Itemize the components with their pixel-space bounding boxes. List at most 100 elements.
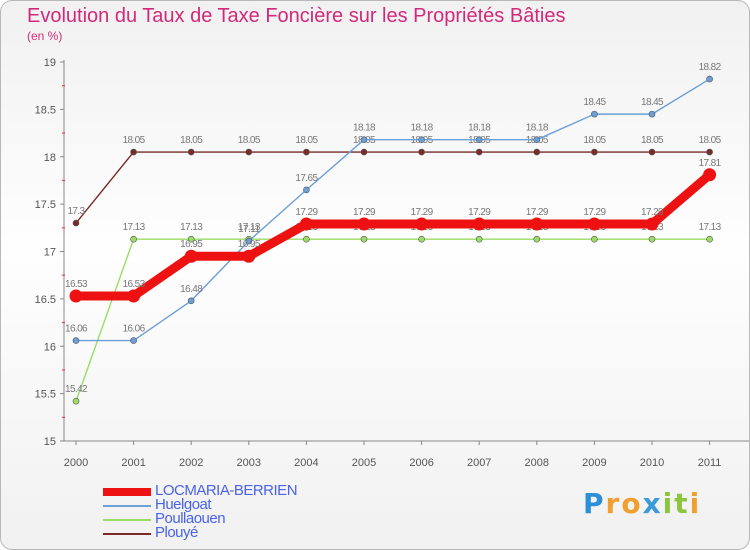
data-point-locmaria-berrien (587, 217, 601, 231)
data-label-plouy-: 18.05 (295, 135, 318, 146)
data-point-locmaria-berrien (242, 249, 256, 263)
data-label-plouy-: 18.05 (123, 135, 146, 146)
x-tick-label: 2006 (409, 457, 433, 469)
data-point-poullaouen (706, 235, 713, 243)
logo-letter: i (662, 487, 675, 520)
data-point-huelgoat (591, 110, 598, 118)
series-line-plouy- (75, 151, 711, 224)
data-label-huelgoat: 17.65 (295, 173, 318, 184)
data-point-plouy- (648, 148, 656, 156)
data-label-huelgoat: 18.18 (411, 123, 434, 134)
x-tick-label: 2008 (525, 457, 549, 469)
data-label-locmaria-berrien: 17.29 (526, 207, 549, 218)
x-tick-label: 2011 (698, 457, 722, 469)
data-point-plouy- (533, 148, 541, 156)
x-tick-label: 2000 (64, 457, 88, 469)
data-label-huelgoat: 18.45 (583, 97, 606, 108)
data-point-poullaouen (72, 397, 80, 405)
data-point-huelgoat (418, 136, 425, 143)
data-label-locmaria-berrien: 17.29 (583, 207, 606, 218)
data-point-locmaria-berrien (127, 289, 141, 303)
data-point-plouy- (475, 148, 483, 156)
x-tick-label: 2009 (582, 457, 606, 469)
data-label-huelgoat: 18.18 (468, 123, 491, 134)
data-point-plouy- (130, 148, 137, 156)
logo-letter: x (642, 487, 663, 520)
logo-letter: t (674, 487, 690, 520)
data-point-locmaria-berrien (472, 217, 486, 231)
logo-letter: r (605, 487, 622, 520)
data-label-locmaria-berrien: 17.29 (411, 207, 434, 218)
x-tick-label: 2005 (352, 457, 376, 469)
data-label-locmaria-berrien: 17.29 (641, 207, 664, 218)
data-point-poullaouen (591, 235, 598, 243)
data-point-locmaria-berrien (69, 289, 83, 303)
legend-swatch (103, 488, 151, 496)
data-label-plouy-: 18.05 (699, 135, 722, 146)
legend-label: Plouyé (155, 524, 198, 541)
series-line-poullaouen (75, 238, 711, 402)
data-point-poullaouen (360, 235, 368, 243)
data-label-huelgoat: 18.18 (353, 123, 376, 134)
data-point-plouy- (591, 148, 598, 156)
data-label-plouy-: 18.05 (238, 135, 261, 146)
data-point-locmaria-berrien (530, 217, 544, 231)
y-tick-label: 19 (44, 57, 56, 69)
data-point-locmaria-berrien (299, 217, 313, 231)
data-label-huelgoat: 18.45 (641, 97, 664, 108)
legend-swatch (103, 533, 151, 535)
data-point-huelgoat (245, 237, 253, 245)
data-label-huelgoat: 16.48 (180, 284, 203, 295)
y-tick-label: 15.5 (35, 389, 56, 401)
x-tick-label: 2004 (294, 457, 318, 469)
chart-title: Evolution du Taux de Taxe Foncière sur l… (27, 5, 566, 27)
data-point-huelgoat (706, 75, 713, 83)
data-label-poullaouen: 15.42 (65, 384, 88, 395)
data-point-huelgoat (303, 186, 310, 194)
data-point-huelgoat (360, 136, 368, 143)
data-label-locmaria-berrien: 17.81 (699, 158, 722, 169)
data-label-plouy-: 17.3 (67, 206, 85, 217)
y-tick-label: 15 (44, 436, 56, 448)
y-tick-label: 16.5 (35, 294, 56, 306)
data-label-huelgoat: 18.82 (699, 62, 722, 73)
data-label-plouy-: 18.05 (583, 135, 606, 146)
data-point-locmaria-berrien (184, 249, 198, 263)
data-point-poullaouen (418, 235, 425, 243)
x-tick-label: 2010 (640, 457, 664, 469)
data-point-poullaouen (533, 235, 541, 243)
line-chart: 19 18.5 18 17.5 17 16.5 16 15.5 15 2000 2001 2002 20… (35, 57, 749, 469)
data-point-huelgoat (648, 110, 656, 118)
legend-label: LOCMARIA-BERRIEN (155, 482, 298, 499)
data-point-plouy- (706, 148, 713, 156)
x-tick-label: 2007 (467, 457, 491, 469)
data-label-plouy-: 18.05 (641, 135, 664, 146)
data-point-locmaria-berrien (645, 217, 659, 231)
logo-letter: i (689, 487, 702, 520)
legend-label: Poullaouen (155, 510, 226, 527)
data-point-locmaria-berrien (703, 168, 717, 182)
data-point-plouy- (303, 148, 310, 156)
data-label-poullaouen: 17.13 (238, 222, 261, 233)
data-point-poullaouen (303, 235, 310, 243)
data-point-huelgoat (533, 136, 541, 143)
y-tick-label: 18.5 (35, 104, 56, 116)
y-axis-unit-label: (en %) (27, 29, 63, 43)
data-label-locmaria-berrien: 17.29 (353, 207, 376, 218)
series-line-locmaria-berrien (71, 170, 715, 301)
legend-label: Huelgoat (155, 496, 212, 513)
data-point-poullaouen (648, 235, 656, 243)
data-label-poullaouen: 17.13 (180, 222, 203, 233)
data-label-locmaria-berrien: 17.29 (468, 207, 491, 218)
data-label-poullaouen: 17.13 (699, 222, 722, 233)
y-tick-label: 17 (44, 247, 56, 259)
data-point-plouy- (418, 148, 425, 156)
data-label-locmaria-berrien: 16.95 (238, 239, 261, 250)
y-tick-label: 16 (44, 341, 56, 353)
data-label-poullaouen: 17.13 (123, 222, 146, 233)
data-label-huelgoat: 16.06 (65, 324, 88, 335)
data-point-plouy- (245, 148, 253, 156)
y-tick-label: 18 (44, 152, 56, 164)
data-point-poullaouen (475, 235, 483, 243)
